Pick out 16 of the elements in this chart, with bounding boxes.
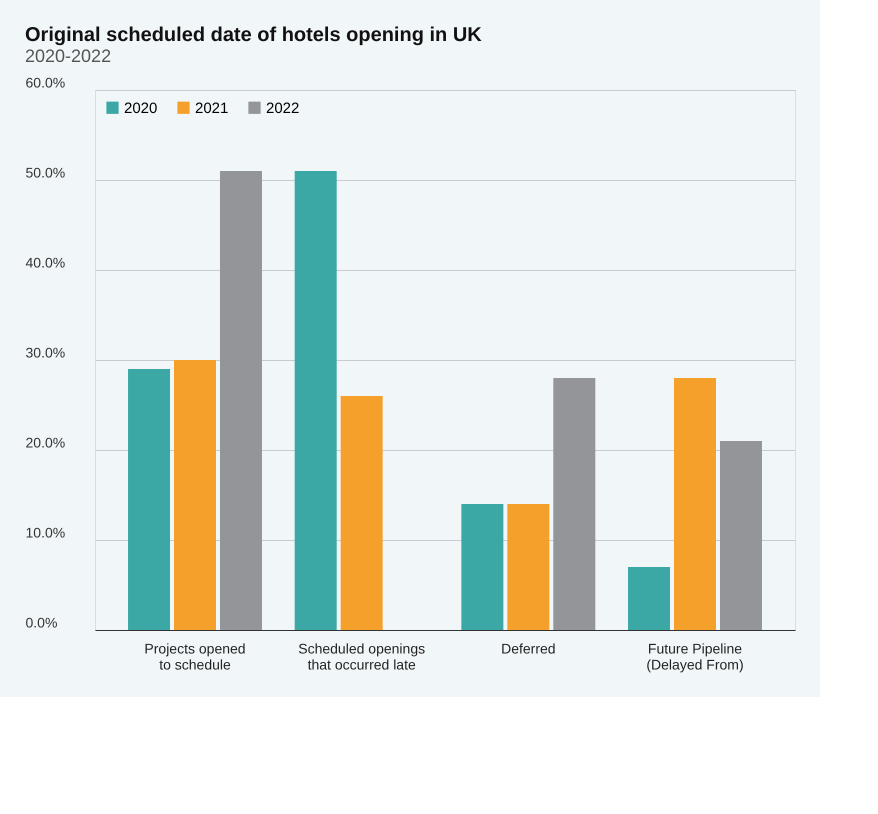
y-tick-label: 50.0%: [26, 164, 66, 180]
x-tick-label: Deferred: [501, 640, 556, 656]
y-tick-label: 10.0%: [26, 524, 66, 540]
x-tick-label: Future Pipeline (Delayed From): [646, 640, 744, 672]
chart-title: Original scheduled date of hotels opening in UK: [25, 24, 482, 46]
y-tick-label: 40.0%: [26, 254, 66, 270]
legend-label: 2020: [124, 100, 158, 117]
legend-label: 2022: [266, 100, 300, 117]
x-tick-label: Projects opened to schedule: [144, 640, 246, 672]
y-tick-label: 60.0%: [26, 74, 66, 90]
x-tick-label: Scheduled openings that occurred late: [298, 640, 426, 672]
legend-label: 2021: [195, 100, 228, 117]
chart-subtitle: 2020-2022: [25, 46, 112, 66]
y-tick-label: 30.0%: [26, 344, 66, 360]
y-tick-label: 0.0%: [26, 614, 58, 630]
y-tick-label: 20.0%: [26, 434, 66, 450]
